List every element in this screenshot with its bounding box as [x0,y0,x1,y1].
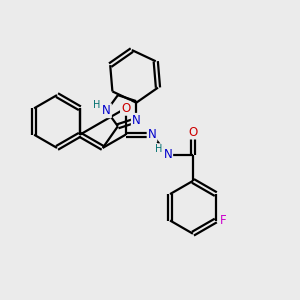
Text: H: H [93,100,100,110]
Text: H: H [155,144,163,154]
Text: F: F [220,214,227,227]
Text: O: O [188,126,197,139]
Text: N: N [164,148,172,161]
Text: O: O [121,102,130,115]
Text: N: N [132,114,140,127]
Text: N: N [102,104,111,117]
Text: N: N [148,128,156,141]
